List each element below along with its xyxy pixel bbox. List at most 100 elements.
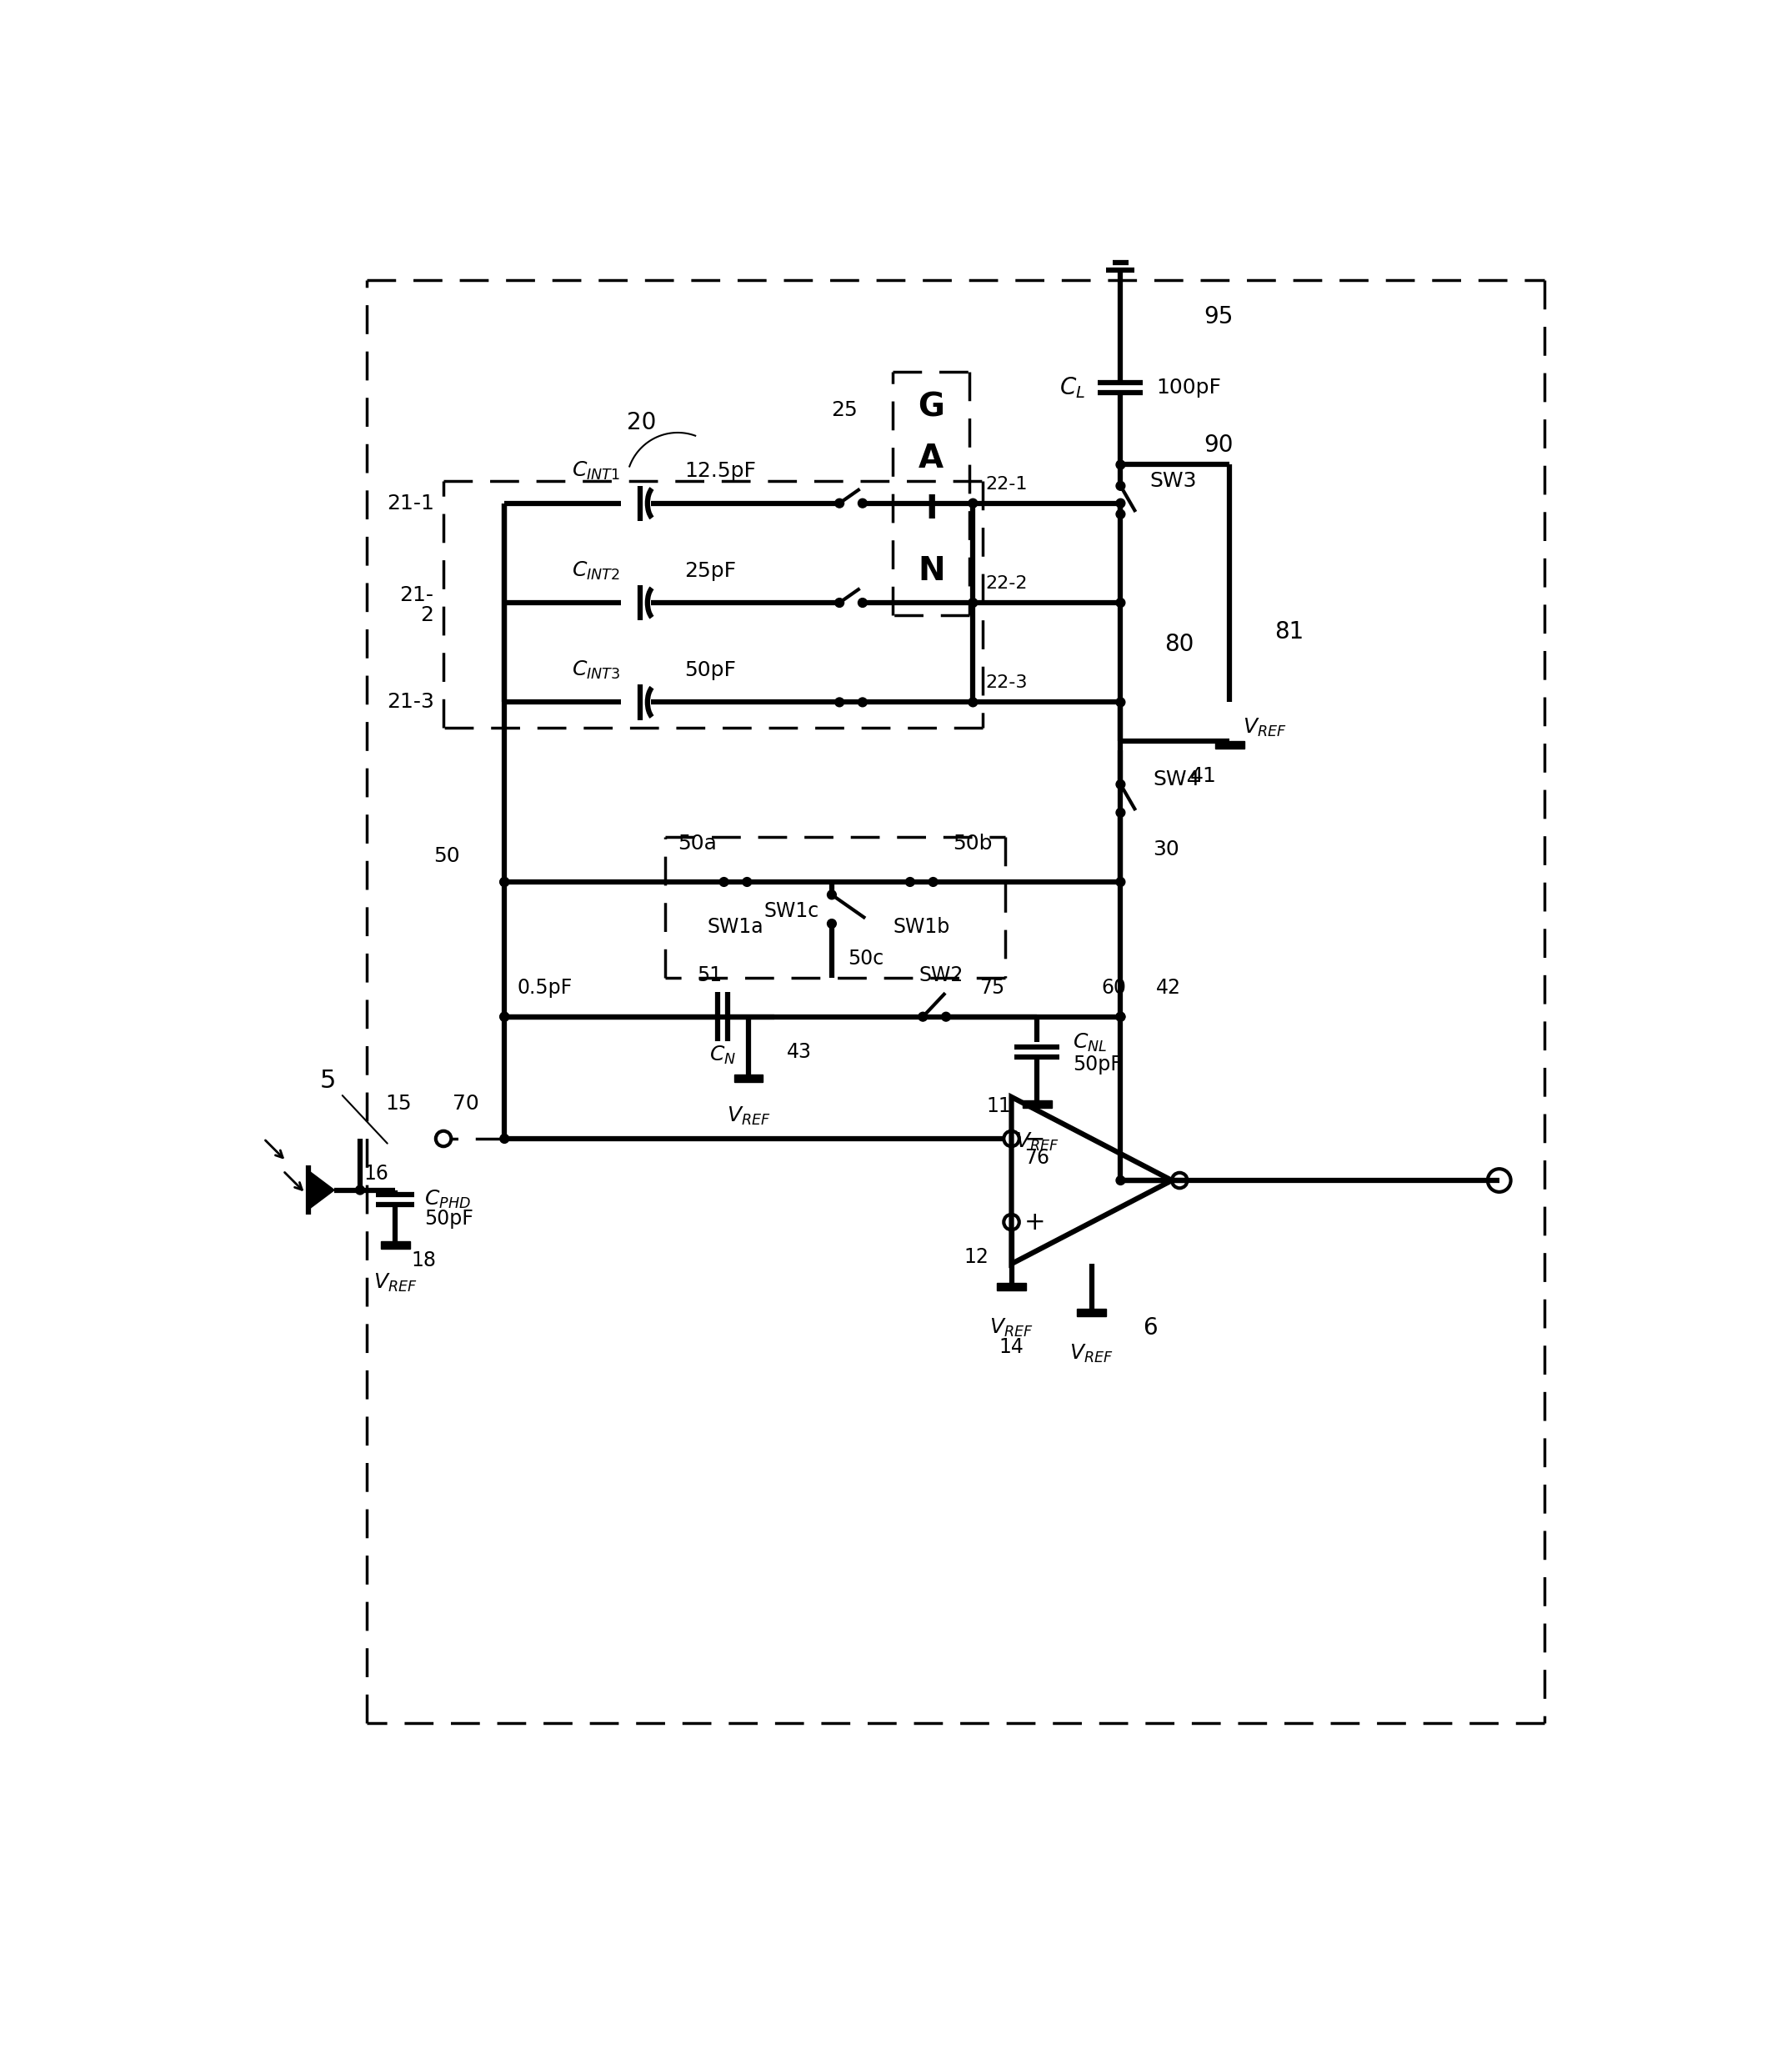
Text: 42: 42 bbox=[1156, 978, 1181, 998]
Text: 50a: 50a bbox=[677, 834, 717, 852]
Text: I: I bbox=[925, 493, 937, 526]
Circle shape bbox=[835, 698, 844, 707]
Circle shape bbox=[1116, 698, 1125, 707]
Text: $V_{REF}$: $V_{REF}$ bbox=[1016, 1132, 1059, 1152]
Text: 50pF: 50pF bbox=[685, 659, 737, 680]
Circle shape bbox=[928, 877, 937, 887]
Text: $V_{REF}$: $V_{REF}$ bbox=[373, 1271, 418, 1294]
Text: 12: 12 bbox=[964, 1247, 989, 1267]
Circle shape bbox=[858, 499, 867, 507]
Circle shape bbox=[500, 1013, 509, 1021]
Bar bbox=[1215, 741, 1244, 748]
Text: 50b: 50b bbox=[953, 834, 993, 852]
Text: 43: 43 bbox=[787, 1041, 812, 1062]
Text: $V_{REF}$: $V_{REF}$ bbox=[1242, 717, 1287, 739]
Text: 100pF: 100pF bbox=[1156, 378, 1220, 398]
Circle shape bbox=[835, 598, 844, 608]
Text: $V_{REF}$: $V_{REF}$ bbox=[1070, 1343, 1113, 1364]
Bar bbox=[1023, 1101, 1052, 1107]
Circle shape bbox=[1116, 481, 1125, 491]
Circle shape bbox=[828, 889, 837, 900]
Text: 95: 95 bbox=[1204, 306, 1233, 329]
Circle shape bbox=[828, 918, 837, 928]
Text: A: A bbox=[919, 442, 944, 474]
Text: 21-3: 21-3 bbox=[387, 692, 434, 713]
Text: $+$: $+$ bbox=[1023, 1210, 1045, 1234]
Text: 75: 75 bbox=[980, 978, 1005, 998]
Bar bbox=[1077, 1308, 1106, 1317]
Text: 50c: 50c bbox=[848, 949, 883, 969]
Text: $C_N$: $C_N$ bbox=[710, 1043, 737, 1066]
Circle shape bbox=[355, 1185, 364, 1195]
Circle shape bbox=[968, 598, 977, 608]
Circle shape bbox=[500, 1134, 509, 1144]
Text: 25pF: 25pF bbox=[685, 561, 737, 581]
Text: $C_{NL}$: $C_{NL}$ bbox=[1072, 1031, 1107, 1054]
Text: 20: 20 bbox=[627, 411, 656, 435]
Text: 2: 2 bbox=[421, 606, 434, 626]
Text: 30: 30 bbox=[1152, 840, 1179, 861]
Text: 21-: 21- bbox=[400, 585, 434, 606]
Circle shape bbox=[941, 1013, 950, 1021]
Text: SW1a: SW1a bbox=[708, 916, 763, 937]
Circle shape bbox=[858, 598, 867, 608]
Text: 90: 90 bbox=[1204, 433, 1233, 458]
Text: $V_{REF}$: $V_{REF}$ bbox=[989, 1317, 1034, 1339]
Circle shape bbox=[1116, 509, 1125, 518]
Text: $V_{REF}$: $V_{REF}$ bbox=[726, 1105, 771, 1128]
Text: 81: 81 bbox=[1274, 620, 1305, 643]
Text: SW2: SW2 bbox=[919, 965, 962, 986]
Circle shape bbox=[1116, 598, 1125, 608]
Text: 18: 18 bbox=[412, 1251, 437, 1271]
Bar bbox=[735, 1074, 763, 1082]
Circle shape bbox=[500, 1013, 509, 1021]
Circle shape bbox=[1116, 499, 1125, 507]
Text: $-$: $-$ bbox=[1023, 1126, 1045, 1150]
Circle shape bbox=[1116, 460, 1125, 468]
Text: 16: 16 bbox=[364, 1165, 389, 1183]
Bar bbox=[996, 1284, 1025, 1290]
Circle shape bbox=[835, 499, 844, 507]
Circle shape bbox=[968, 499, 977, 507]
Circle shape bbox=[858, 698, 867, 707]
Text: 5: 5 bbox=[321, 1068, 337, 1093]
Text: 21-1: 21-1 bbox=[387, 493, 434, 514]
Text: 6: 6 bbox=[1143, 1317, 1158, 1339]
Text: SW4: SW4 bbox=[1152, 770, 1201, 789]
Text: 50: 50 bbox=[434, 846, 459, 867]
Circle shape bbox=[500, 877, 509, 887]
Text: SW1c: SW1c bbox=[763, 902, 819, 920]
Text: $C_L$: $C_L$ bbox=[1059, 376, 1086, 401]
Text: 22-1: 22-1 bbox=[986, 477, 1029, 493]
Text: N: N bbox=[918, 555, 944, 587]
Text: SW1b: SW1b bbox=[892, 916, 950, 937]
Text: 15: 15 bbox=[385, 1093, 412, 1113]
Text: 60: 60 bbox=[1102, 978, 1127, 998]
Circle shape bbox=[918, 1013, 928, 1021]
Circle shape bbox=[905, 877, 914, 887]
Text: 50pF: 50pF bbox=[425, 1210, 473, 1228]
Circle shape bbox=[719, 877, 728, 887]
Text: $C_{PHD}$: $C_{PHD}$ bbox=[425, 1189, 471, 1210]
Text: G: G bbox=[918, 390, 944, 423]
Circle shape bbox=[1116, 1175, 1125, 1185]
Circle shape bbox=[1116, 1013, 1125, 1021]
Text: 12.5pF: 12.5pF bbox=[685, 462, 756, 481]
Circle shape bbox=[1116, 877, 1125, 887]
Circle shape bbox=[742, 877, 751, 887]
Text: 11: 11 bbox=[986, 1097, 1011, 1117]
Text: 41: 41 bbox=[1190, 766, 1217, 787]
Text: $C_{INT1}$: $C_{INT1}$ bbox=[572, 460, 620, 483]
Text: 14: 14 bbox=[998, 1337, 1023, 1358]
Text: 22-2: 22-2 bbox=[986, 575, 1029, 592]
Bar bbox=[382, 1241, 410, 1249]
Text: 50pF: 50pF bbox=[1072, 1056, 1122, 1074]
Text: 0.5pF: 0.5pF bbox=[518, 978, 572, 998]
Circle shape bbox=[1116, 807, 1125, 817]
Circle shape bbox=[968, 698, 977, 707]
Text: $C_{INT2}$: $C_{INT2}$ bbox=[572, 559, 620, 581]
Text: 22-3: 22-3 bbox=[986, 674, 1029, 692]
Text: 76: 76 bbox=[1025, 1148, 1050, 1169]
Circle shape bbox=[1116, 781, 1125, 789]
Text: 80: 80 bbox=[1165, 633, 1195, 655]
